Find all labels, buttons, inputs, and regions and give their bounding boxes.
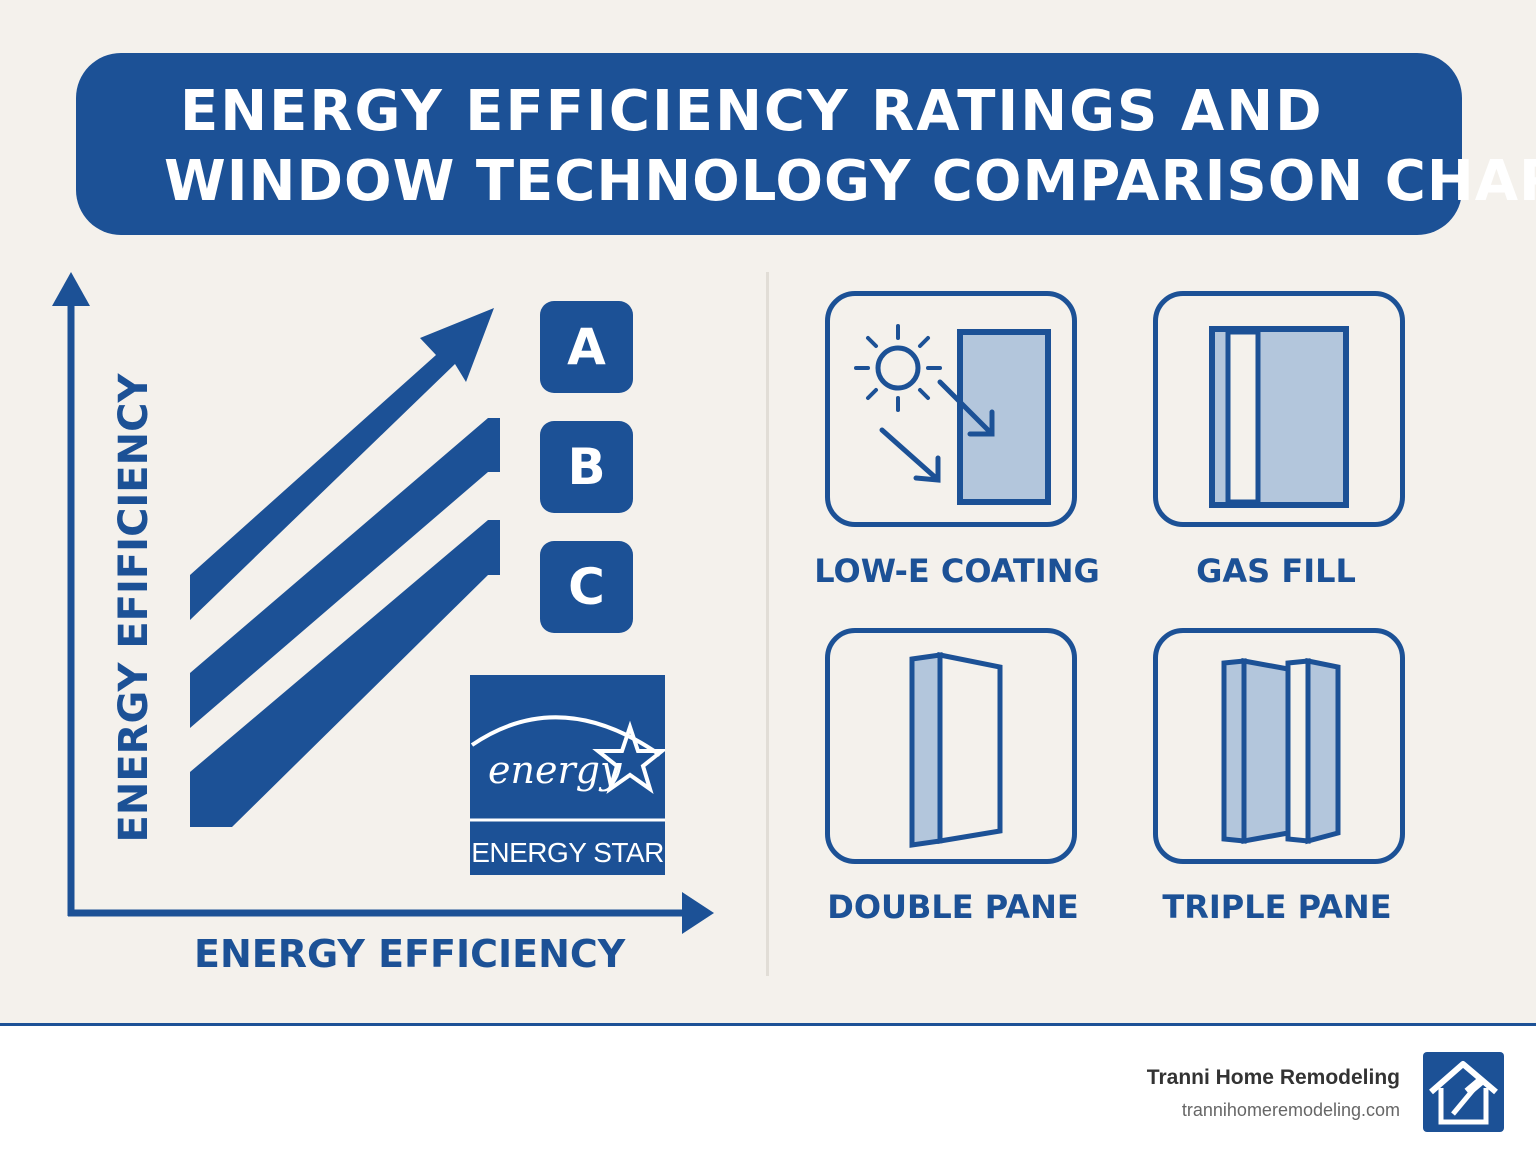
double-pane-tile bbox=[825, 628, 1077, 864]
triple-pane-label: TRIPLE PANE bbox=[1162, 888, 1392, 926]
x-axis-arrowhead bbox=[682, 892, 714, 934]
y-axis-label: ENERGY EFIFICIENCY bbox=[111, 373, 157, 843]
double-pane-icon bbox=[909, 651, 1003, 848]
gas-fill-icon bbox=[1209, 326, 1349, 508]
gas-fill-tile bbox=[1153, 291, 1405, 527]
efficiency-stripe-c bbox=[190, 520, 500, 827]
low-e-coating-label: LOW-E COATING bbox=[814, 552, 1100, 590]
y-axis-arrowhead bbox=[52, 272, 90, 306]
company-website[interactable]: trannihomeremodeling.com bbox=[1181, 1100, 1400, 1120]
efficiency-chart bbox=[52, 272, 714, 934]
title-line-2: WINDOW TECHNOLOGY COMPARISON CHART bbox=[164, 149, 1536, 214]
gas-fill-label: GAS FILL bbox=[1196, 552, 1356, 590]
footer-divider bbox=[0, 1023, 1536, 1026]
grade-c-badge: C bbox=[540, 541, 633, 633]
star-outline-icon bbox=[592, 720, 668, 794]
energy-star-logo: energy ENERGY STAR bbox=[470, 675, 668, 875]
company-name: Tranni Home Remodeling bbox=[1146, 1066, 1400, 1089]
low-e-coating-icon bbox=[854, 324, 1051, 505]
x-axis-label: ENERGY EFFICIENCY bbox=[194, 932, 626, 976]
section-divider bbox=[766, 272, 769, 976]
triple-pane-icon bbox=[1221, 657, 1341, 845]
efficiency-arrow-a bbox=[190, 308, 494, 620]
house-hammer-icon bbox=[1423, 1052, 1504, 1132]
title-banner: ENERGY EFFICIENCY RATINGS AND WINDOW TEC… bbox=[76, 53, 1536, 235]
energy-script-text: energy bbox=[488, 748, 622, 792]
footer bbox=[0, 1026, 1536, 1154]
grade-b-badge: B bbox=[540, 421, 633, 513]
double-pane-label: DOUBLE PANE bbox=[827, 888, 1079, 926]
low-e-coating-tile bbox=[825, 291, 1077, 527]
efficiency-stripe-b bbox=[190, 418, 500, 728]
title-line-1: ENERGY EFFICIENCY RATINGS AND bbox=[180, 79, 1324, 144]
energy-star-label: ENERGY STAR bbox=[471, 837, 664, 868]
grade-a-badge: A bbox=[540, 301, 633, 393]
energy-star-emblem-icon: energy bbox=[470, 715, 668, 822]
triple-pane-tile bbox=[1153, 628, 1405, 864]
